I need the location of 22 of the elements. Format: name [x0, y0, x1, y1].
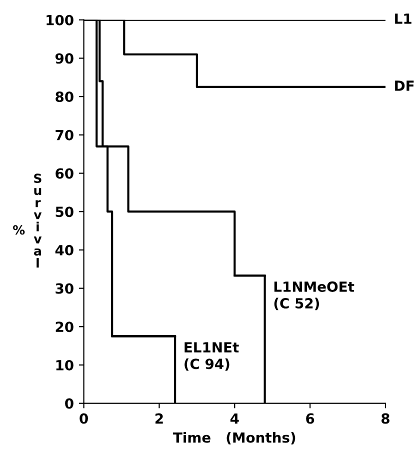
x-tick-label: 4 — [230, 413, 239, 424]
series-label: DF — [395, 80, 414, 91]
series-label: EL1NEt (C 94) — [184, 342, 239, 371]
x-tick-label: 8 — [381, 413, 390, 424]
text: % Survival — [12, 174, 42, 268]
x-tick-label: 6 — [306, 413, 314, 424]
y-tick-label: 60 — [56, 168, 74, 179]
y-tick-label: 90 — [55, 53, 74, 64]
series-label: L1NMeOEt (C 52) — [274, 281, 354, 310]
y-tick-label: 50 — [56, 206, 74, 218]
y-tick-label: 10 — [56, 360, 74, 370]
y-tick-label: 80 — [56, 92, 74, 102]
y-tick-label: 20 — [56, 322, 74, 332]
series-label: L1 — [395, 14, 412, 24]
y-tick-label: 100 — [46, 14, 74, 26]
y-tick-label: 40 — [55, 244, 74, 256]
x-axis-title: Time (Months) — [173, 432, 296, 444]
x-tick-label: 2 — [155, 413, 163, 424]
x-tick-label: 0 — [80, 413, 88, 424]
y-tick-label: 0 — [65, 398, 74, 409]
y-tick-label: 70 — [56, 130, 74, 140]
y-tick-label: 30 — [56, 283, 74, 294]
